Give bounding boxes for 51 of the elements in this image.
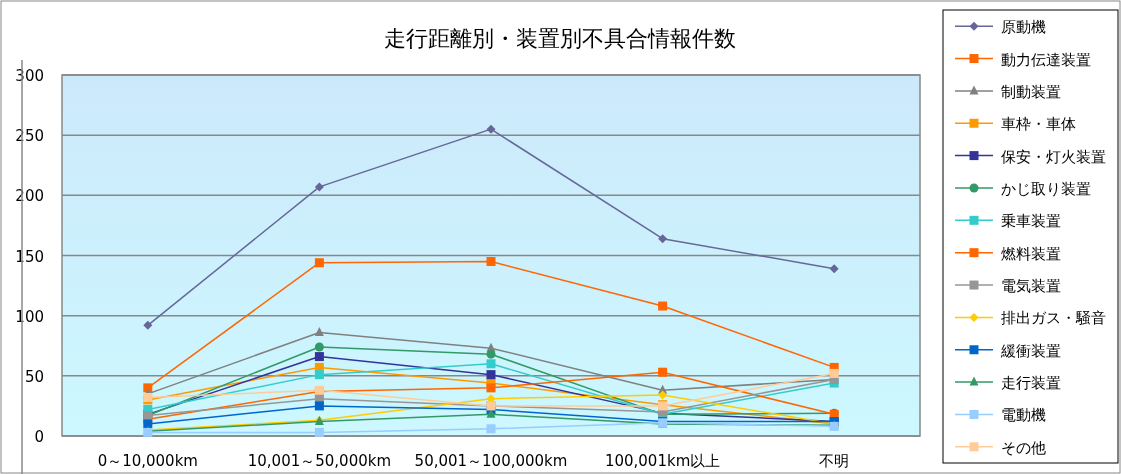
y-tick-label: 250 [15,127,44,146]
point [486,124,496,134]
point [486,257,496,267]
y-tick-label: 200 [15,187,44,206]
legend-label: 排出ガス・騒音 [1001,309,1106,328]
legend-label: その他 [1001,438,1046,457]
y-tick-label: 300 [15,67,44,85]
x-tick-label: 50,001～100,000km [414,452,568,470]
point [658,390,668,400]
legend-label: 原動機 [1001,18,1046,37]
point [829,264,839,274]
point [658,367,668,377]
point [314,352,324,362]
point [658,234,668,244]
legend-label: 燃料装置 [1001,244,1061,263]
point [829,368,839,378]
y-tick-label: 150 [15,247,44,266]
point [314,427,324,437]
legend-label: 車枠・車体 [1001,115,1076,134]
point [314,327,324,337]
y-tick-label: 0 [34,428,44,446]
point [143,383,153,393]
point [314,342,324,352]
point [314,401,324,411]
legend-label: 制動装置 [1001,82,1061,101]
legend-label: 走行装置 [1001,374,1061,393]
chart-title: 走行距離別・装置別不具合情報件数 [384,26,736,51]
x-tick-label: 100,001km以上 [604,452,721,470]
point [314,182,324,192]
x-tick-label: 10,001～50,000km [247,452,392,470]
point [143,419,153,429]
point [486,383,496,393]
point [658,301,668,311]
legend-label: 乗車装置 [1001,212,1061,231]
point [143,320,153,330]
x-tick-label: 0～10,000km [97,452,198,470]
legend-label: 電気装置 [1001,277,1061,296]
point [486,370,496,380]
point [486,359,496,369]
point [314,370,324,380]
point [486,349,496,359]
y-tick-label: 100 [15,307,44,326]
legend-label: 保安・灯火装置 [1001,147,1106,166]
legend-label: 電動機 [1001,406,1046,425]
point [314,258,324,268]
legend-label: 動力伝達装置 [1001,50,1091,69]
legend-label: かじ取り装置 [1001,179,1091,198]
legend-label: 緩衝装置 [1000,341,1061,360]
y-tick-label: 50 [24,367,44,386]
point [486,424,496,434]
x-tick-label: 不明 [819,452,850,470]
